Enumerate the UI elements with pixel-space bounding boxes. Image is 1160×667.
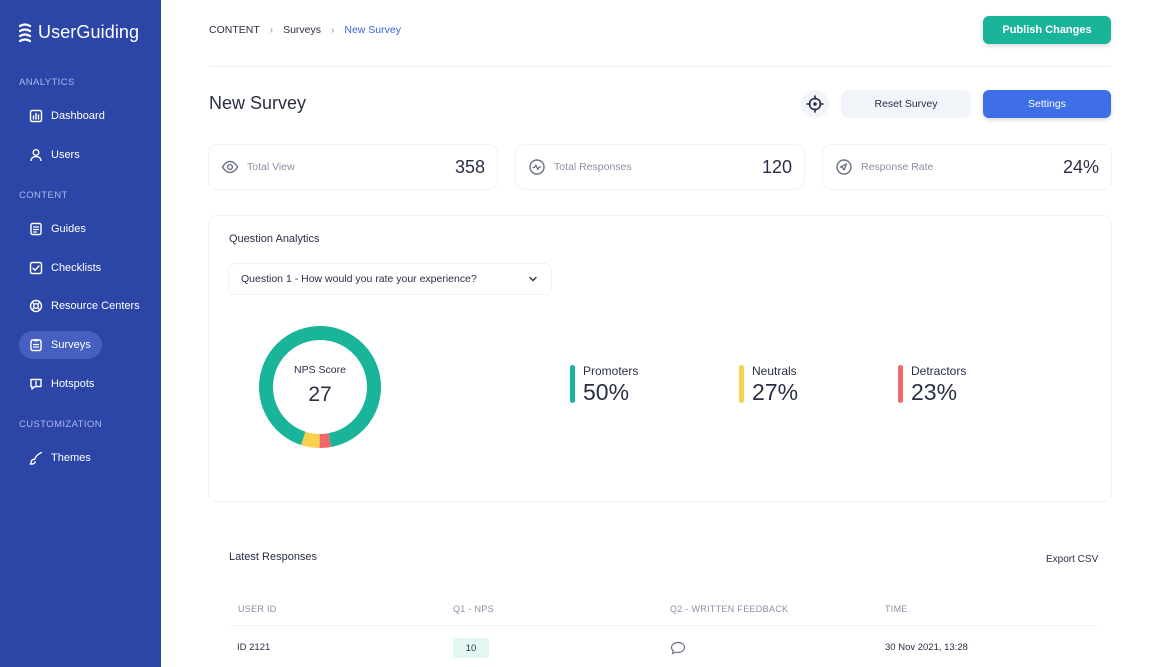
sidebar-item-label: Users [51, 149, 80, 161]
column-header-time[interactable]: TIME [885, 604, 908, 614]
sidebar-item-label: Dashboard [51, 110, 105, 122]
metric-label: Neutrals [752, 364, 797, 378]
breadcrumb-separator-icon: › [331, 24, 335, 36]
sidebar-item-label: Surveys [51, 339, 91, 351]
sidebar-item-label: Guides [51, 223, 86, 235]
breadcrumb: CONTENT › Surveys › New Survey [209, 24, 401, 36]
export-csv-link[interactable]: Export CSV [1046, 554, 1099, 565]
guide-icon [30, 222, 42, 236]
sidebar-item-resource-centers[interactable]: Resource Centers [19, 292, 151, 320]
eye-icon [221, 158, 239, 176]
metric-color-bar [739, 365, 744, 403]
breadcrumb-root[interactable]: CONTENT [209, 24, 260, 36]
stat-value: 24% [1062, 156, 1099, 177]
cell-nps-badge: 10 [453, 638, 489, 658]
metric-value: 27% [752, 379, 799, 405]
main-content: CONTENT › Surveys › New Survey Publish C… [161, 0, 1160, 667]
brush-icon [29, 451, 43, 465]
table-header-divider [229, 625, 1097, 626]
question-select-value: Question 1 - How would you rate your exp… [241, 273, 477, 285]
userguiding-logo-icon [18, 22, 32, 42]
sidebar-item-checklists[interactable]: Checklists [19, 254, 112, 282]
header-divider [209, 66, 1111, 67]
brand-name: UserGuiding [38, 22, 140, 42]
metric-label: Promoters [583, 364, 639, 378]
sidebar-item-themes[interactable]: Themes [19, 444, 102, 472]
question-select[interactable]: Question 1 - How would you rate your exp… [229, 264, 551, 294]
sidebar-item-dashboard[interactable]: Dashboard [19, 102, 116, 130]
section-label-content: CONTENT [19, 190, 68, 201]
survey-icon [30, 339, 42, 352]
chevron-down-icon [529, 276, 537, 282]
nps-donut-chart [259, 326, 381, 448]
breadcrumb-parent[interactable]: Surveys [283, 24, 322, 36]
speech-bubble-icon[interactable] [670, 641, 686, 655]
stat-response-rate: Response Rate 24% [823, 145, 1111, 189]
dashboard-icon [29, 109, 43, 123]
target-button[interactable] [801, 90, 829, 118]
sidebar-item-users[interactable]: Users [19, 141, 91, 169]
section-label-customization: CUSTOMIZATION [19, 419, 102, 430]
question-analytics-title: Question Analytics [229, 233, 320, 245]
nps-score-label: NPS Score [294, 364, 346, 376]
reset-survey-button[interactable]: Reset Survey [841, 90, 971, 118]
crosshair-icon [806, 95, 824, 113]
section-label-analytics: ANALYTICS [19, 77, 75, 88]
sidebar-item-surveys[interactable]: Surveys [19, 331, 102, 359]
sidebar-item-label: Themes [51, 452, 91, 464]
breadcrumb-separator-icon: › [269, 24, 274, 36]
settings-button[interactable]: Settings [983, 90, 1111, 118]
page-title: New Survey [209, 93, 307, 113]
stat-value: 120 [761, 156, 792, 177]
metric-color-bar [898, 365, 903, 403]
stat-value: 358 [454, 156, 485, 177]
brand-logo[interactable]: UserGuiding [18, 22, 139, 43]
column-header-user-id[interactable]: USER ID [238, 604, 277, 614]
sidebar-item-guides[interactable]: Guides [19, 215, 97, 243]
cell-time: 30 Nov 2021, 13:28 [885, 642, 968, 653]
activity-icon [528, 158, 546, 176]
sidebar-item-hotspots[interactable]: Hotspots [19, 370, 105, 398]
publish-changes-button[interactable]: Publish Changes [983, 16, 1111, 44]
column-header-q1-nps[interactable]: Q1 - NPS [453, 604, 494, 614]
cell-user-id: ID 2121 [237, 642, 271, 653]
user-icon [30, 149, 42, 162]
metric-value: 50% [583, 379, 630, 405]
sidebar-item-label: Resource Centers [51, 300, 140, 312]
metric-color-bar [570, 365, 575, 403]
breadcrumb-current: New Survey [344, 24, 401, 36]
metric-value: 23% [911, 379, 958, 405]
donut-segment-neutrals [259, 326, 381, 448]
send-icon [835, 158, 853, 176]
stat-label: Total Responses [554, 161, 632, 173]
question-analytics-card: Question Analytics Question 1 - How woul… [209, 216, 1111, 501]
stat-total-view: Total View 358 [209, 145, 497, 189]
nps-score-value: 27 [308, 383, 332, 406]
lifebuoy-icon [29, 299, 43, 313]
column-header-q2-feedback[interactable]: Q2 - WRITTEN FEEDBACK [670, 604, 789, 614]
latest-responses-title: Latest Responses [229, 551, 318, 563]
stat-label: Total View [247, 161, 295, 173]
sidebar-item-label: Checklists [51, 262, 102, 274]
stat-label: Response Rate [861, 161, 934, 173]
stat-total-responses: Total Responses 120 [516, 145, 804, 189]
sidebar-item-label: Hotspots [51, 378, 95, 390]
sidebar: UserGuiding ANALYTICS Dashboard Users CO… [0, 0, 161, 667]
checklist-icon [29, 261, 43, 275]
hotspot-icon [30, 378, 42, 390]
metric-label: Detractors [911, 364, 967, 378]
